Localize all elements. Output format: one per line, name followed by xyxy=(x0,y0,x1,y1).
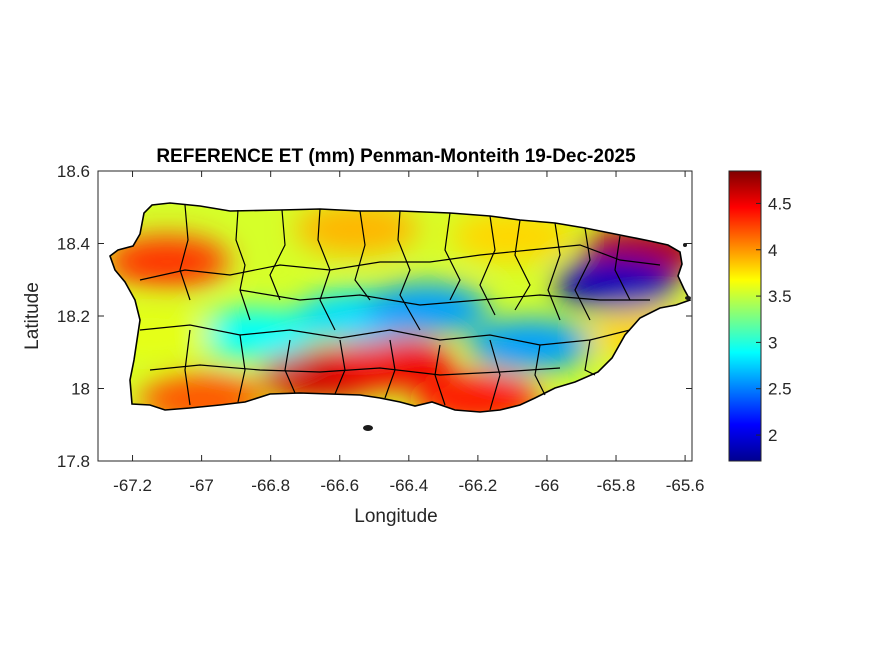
boundary-line-21 xyxy=(534,344,546,396)
et-region-8 xyxy=(364,282,489,335)
boundary-line-11 xyxy=(614,235,631,301)
y-tick-label: 18 xyxy=(71,380,90,399)
x-tick-label: -67 xyxy=(189,476,214,495)
chart-title: REFERENCE ET (mm) Penman-Monteith 19-Dec… xyxy=(156,146,636,167)
et-region-9 xyxy=(467,319,592,371)
boundary-line-20 xyxy=(489,339,501,411)
boundary-line-9 xyxy=(547,222,561,321)
x-tick-label: -67.2 xyxy=(113,476,152,495)
x-axis-label: Longitude xyxy=(354,506,437,527)
boundary-line-7 xyxy=(479,215,496,316)
y-tick-label: 18.4 xyxy=(57,235,90,254)
colorbar-ticks: 2 2.5 3 3.5 4 4.5 xyxy=(756,194,792,445)
boundary-line-10 xyxy=(574,227,591,321)
islet-0 xyxy=(363,425,373,431)
et-region-1 xyxy=(329,337,454,390)
x-tick-label: -66.8 xyxy=(251,476,290,495)
y-tick-label: 18.6 xyxy=(57,162,90,181)
municipality-boundaries xyxy=(139,204,661,411)
boundary-line-16 xyxy=(284,339,296,394)
x-axis-ticks: -67.2 -67 -66.8 -66.6 -66.4 -66.2 -66 -65.8 -65.… xyxy=(113,171,704,495)
x-tick-label: -66.2 xyxy=(459,476,498,495)
boundary-line-24 xyxy=(239,289,650,306)
x-tick-label: -66 xyxy=(535,476,560,495)
colorbar-tick-label: 4.5 xyxy=(768,194,792,213)
boundary-line-2 xyxy=(269,209,286,301)
x-tick-label: -66.6 xyxy=(320,476,359,495)
boundary-line-8 xyxy=(514,219,531,311)
x-tick-label: -65.8 xyxy=(597,476,636,495)
boundary-line-0 xyxy=(179,204,191,301)
islet-2 xyxy=(685,296,691,300)
island-outline xyxy=(109,202,692,413)
et-region-4 xyxy=(139,373,264,412)
colorbar-tick-label: 3.5 xyxy=(768,287,792,306)
boundary-line-14 xyxy=(184,329,191,406)
y-tick-label: 18.2 xyxy=(57,307,90,326)
boundary-line-15 xyxy=(237,334,246,403)
colorbar-tick-label: 2.5 xyxy=(768,380,792,399)
boundary-line-13 xyxy=(139,324,631,346)
x-tick-label: -65.6 xyxy=(666,476,705,495)
y-axis-ticks: 17.8 18 18.2 18.4 18.6 xyxy=(57,162,692,471)
y-axis-label: Latitude xyxy=(22,282,43,350)
boundary-line-22 xyxy=(584,339,596,376)
boundary-line-4 xyxy=(354,210,371,301)
boundary-line-12 xyxy=(139,244,661,281)
boundary-line-1 xyxy=(235,209,251,321)
colorbar: 2 2.5 3 3.5 4 4.5 xyxy=(728,170,792,462)
et-region-5 xyxy=(110,235,230,288)
colorbar-tick-label: 3 xyxy=(768,333,777,352)
x-tick-label: -66.4 xyxy=(389,476,428,495)
y-tick-label: 17.8 xyxy=(57,452,90,471)
et-region-11 xyxy=(295,203,420,255)
boundary-line-5 xyxy=(397,210,421,331)
boundary-line-6 xyxy=(444,212,461,301)
plot-area: -67.2 -67 -66.8 -66.6 -66.4 -66.2 -66 -65.8 -65.… xyxy=(57,162,705,495)
et-region-2 xyxy=(415,373,540,412)
colorbar-ramp xyxy=(728,170,762,462)
colorbar-tick-label: 4 xyxy=(768,241,777,260)
boundary-line-23 xyxy=(149,364,561,376)
colorbar-tick-label: 2 xyxy=(768,426,777,445)
